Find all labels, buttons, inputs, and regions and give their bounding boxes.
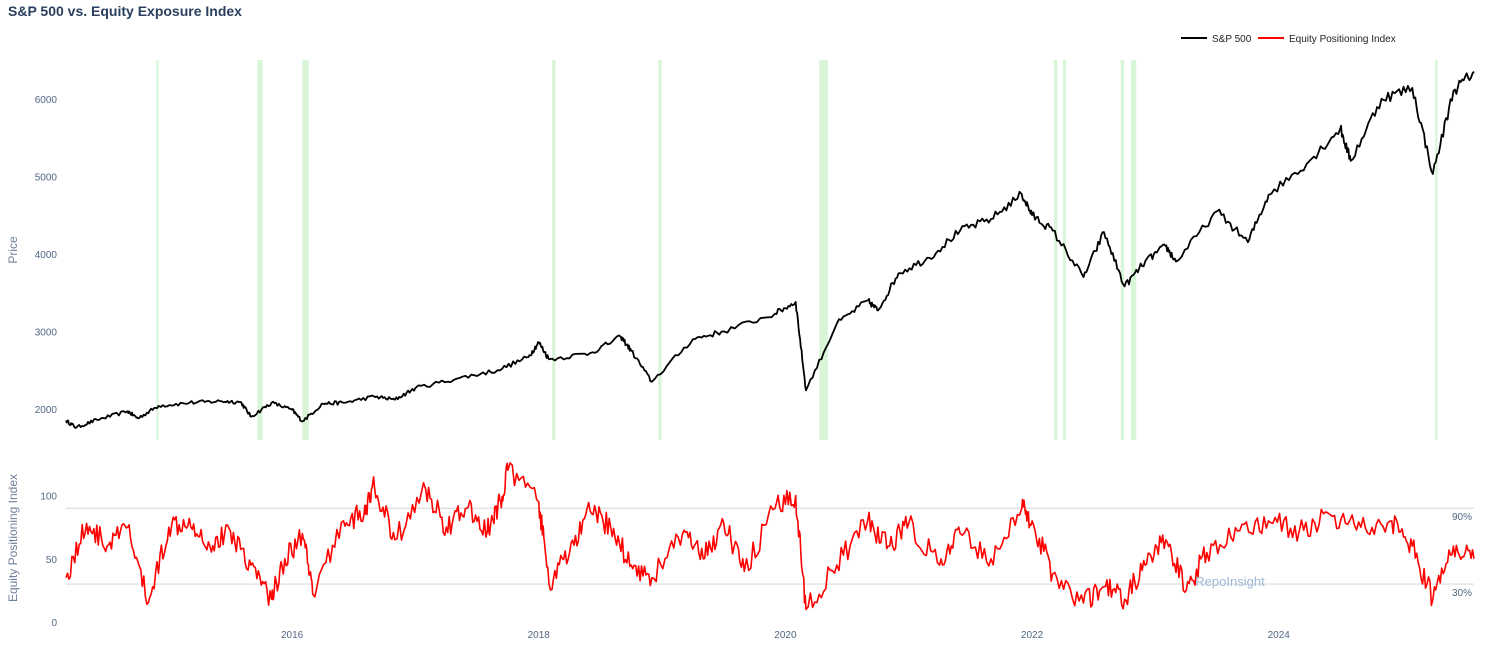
y-tick-price-2000: 2000 [35, 405, 58, 416]
series-line-positioning [65, 462, 1475, 611]
x-tick-2022: 2022 [1021, 630, 1044, 641]
highlight-band-6 [1053, 60, 1058, 440]
highlight-band-5 [819, 60, 828, 440]
chart-title: S&P 500 vs. Equity Exposure Index [8, 3, 242, 19]
positioning-axis-title: Equity Positioning Index [6, 474, 20, 602]
x-tick-2018: 2018 [528, 630, 551, 641]
gridlines [66, 507, 1474, 585]
highlight-band-8 [1120, 60, 1125, 440]
level-label-1: 30% [1452, 588, 1472, 599]
legend-label-epi: Equity Positioning Index [1289, 34, 1396, 45]
highlight-band-9 [1130, 60, 1137, 440]
level-label-0: 90% [1452, 512, 1472, 523]
y-tick-positioning-0: 0 [51, 618, 57, 629]
highlight-band-1 [257, 60, 263, 440]
legend-label-sp500: S&P 500 [1212, 34, 1252, 45]
y-tick-price-4000: 4000 [35, 250, 58, 261]
y-tick-price-5000: 5000 [35, 172, 58, 183]
x-tick-2024: 2024 [1268, 630, 1291, 641]
highlight-band-0 [156, 60, 159, 440]
highlight-band-7 [1062, 60, 1066, 440]
highlight-band-10 [1435, 60, 1438, 440]
watermark: RepoInsight [1195, 574, 1265, 589]
series-line-price [65, 71, 1475, 429]
tick-labels: 2000 3000 4000 5000 6000 0 50 100 90% 30% 2016 2018… [35, 95, 1472, 641]
highlight-band-4 [658, 60, 662, 440]
y-tick-price-6000: 6000 [35, 95, 58, 106]
y-tick-positioning-50: 50 [46, 555, 58, 566]
highlight-band-2 [302, 60, 309, 440]
series-lines [65, 71, 1475, 611]
highlight-band-3 [552, 60, 556, 440]
x-tick-2016: 2016 [281, 630, 304, 641]
y-tick-price-3000: 3000 [35, 327, 58, 338]
highlight-bands [156, 60, 1438, 440]
legend: S&P 500 Equity Positioning Index [1181, 34, 1396, 45]
y-tick-positioning-100: 100 [40, 492, 57, 503]
x-tick-2020: 2020 [774, 630, 797, 641]
price-axis-title: Price [6, 236, 20, 264]
